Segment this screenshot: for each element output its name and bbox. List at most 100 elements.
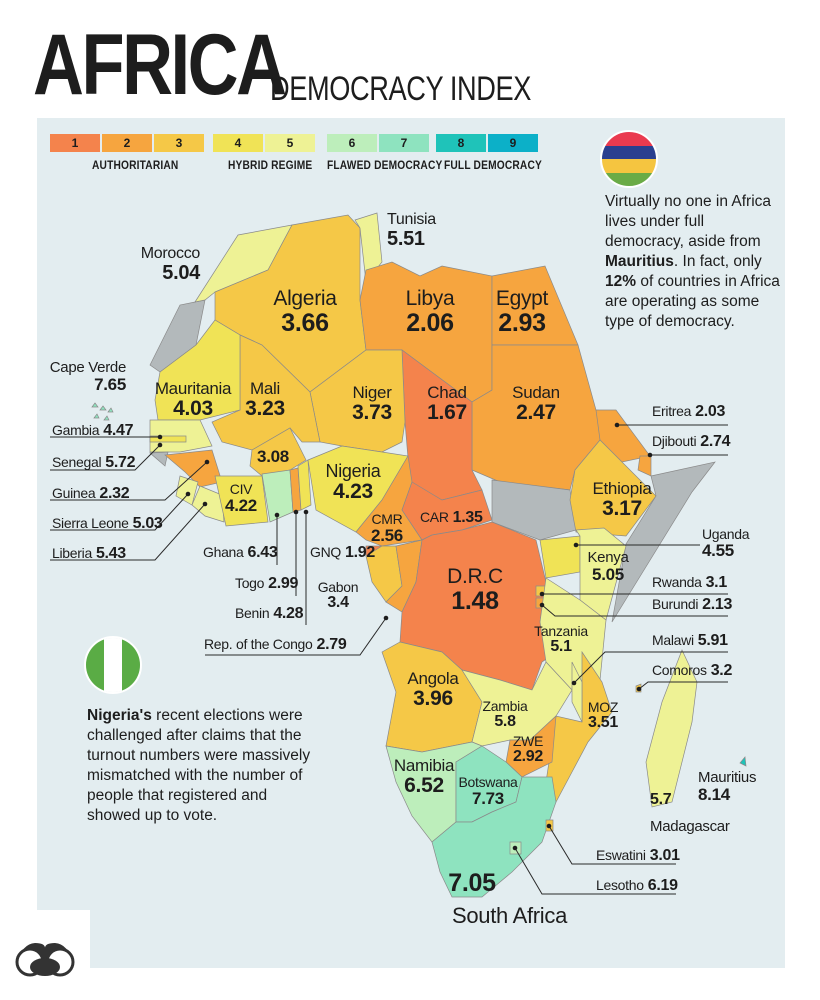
country-name: Gambia <box>52 422 100 438</box>
label-car: CAR 1.35 <box>420 509 483 527</box>
country-name: Eswatini <box>596 847 646 863</box>
label-chad: Chad 1.67 <box>367 384 527 424</box>
country-score: 8.14 <box>698 784 730 804</box>
country-score: 2.92 <box>513 747 543 765</box>
label-rep-of-the-congo: Rep. of the Congo 2.79 <box>204 636 347 654</box>
country-score: 5.05 <box>592 564 624 584</box>
country-name: Madagascar <box>650 817 730 835</box>
label-gambia: Gambia 4.47 <box>52 422 133 440</box>
country-name: Benin <box>235 605 270 621</box>
country-score: 4.22 <box>225 495 257 515</box>
leader-line <box>205 617 387 656</box>
legend-group-label: AUTHORITARIAN <box>92 158 179 172</box>
country-score: 5.1 <box>550 637 572 655</box>
legend-group-label: FLAWED DEMOCRACY <box>327 158 443 172</box>
leader-dot <box>647 452 653 458</box>
label-benin: Benin 4.28 <box>235 605 304 623</box>
country-score: 2.13 <box>702 596 733 613</box>
country-name: Djibouti <box>652 433 697 449</box>
label-cmr: CMR 2.56 <box>307 512 467 545</box>
leader-line <box>548 825 676 865</box>
country-south-sudan <box>491 479 577 541</box>
logo-area <box>0 910 90 1000</box>
leader-dot <box>293 509 299 515</box>
country-score: 4.55 <box>702 540 734 560</box>
leader-line <box>514 847 676 895</box>
country-name: MOZ <box>587 699 619 715</box>
legend-step-4: 4 <box>213 134 263 152</box>
label-comoros: Comoros 3.2 <box>652 662 732 680</box>
label-malawi: Malawi 5.91 <box>652 632 728 650</box>
nigeria-note: Nigeria's recent elections were challeng… <box>87 707 311 824</box>
country-somalia <box>611 461 716 623</box>
label-south-africa: 7.05 South Africa <box>402 870 567 928</box>
legend-step-8: 8 <box>436 134 486 152</box>
label-kenya: Kenya 5.05 <box>528 550 688 584</box>
country-cape-verde <box>91 402 114 421</box>
label-togo: Togo 2.99 <box>235 575 298 593</box>
country-name: Tunisia <box>387 211 436 228</box>
label-angola: Angola 3.96 <box>353 670 513 710</box>
country-score: 4.03 <box>173 396 213 420</box>
country-score: 3.96 <box>413 686 453 710</box>
country-name: Niger <box>352 383 392 402</box>
country-niger <box>309 349 406 453</box>
legend-step-5: 5 <box>265 134 315 152</box>
country-score: 6.19 <box>647 877 678 894</box>
flag-stripe <box>122 638 140 692</box>
country-score: 7.05 <box>448 869 496 897</box>
leader-dot <box>539 591 545 597</box>
country-name: Morocco <box>140 245 201 262</box>
label-burkina-faso: 3.08 <box>193 448 353 466</box>
label-liberia: Liberia 5.43 <box>52 545 126 563</box>
label-uganda: Uganda 4.55 <box>702 527 750 560</box>
leader-line <box>541 604 728 617</box>
country-benin <box>297 459 312 511</box>
country-name: Togo <box>235 575 265 591</box>
label-mali: Mali 3.23 <box>185 380 345 420</box>
country-name: Liberia <box>52 545 92 561</box>
country-name: Angola <box>407 669 459 688</box>
country-score: 4.28 <box>273 605 304 622</box>
country-score: 6.43 <box>247 544 278 561</box>
label-gnq: GNQ 1.92 <box>310 544 375 562</box>
country-name: Comoros <box>652 662 707 678</box>
country-name: Algeria <box>273 287 337 310</box>
country-score: 3.66 <box>281 309 329 338</box>
label-zwe: ZWE 2.92 <box>448 734 608 765</box>
binoculars-logo-icon <box>15 943 75 977</box>
page-subtitle: DEMOCRACY INDEX <box>270 70 532 108</box>
country-score: 2.56 <box>371 525 403 545</box>
flag-stripe <box>86 638 104 692</box>
country-score: 3.08 <box>257 447 289 466</box>
leader-dot <box>512 845 518 851</box>
country-score: 1.35 <box>452 509 483 526</box>
country-name: Botswana <box>458 774 518 790</box>
leader-dot <box>573 542 579 548</box>
country-score: 3.01 <box>649 847 680 864</box>
country-score: 2.32 <box>99 485 130 502</box>
country-name: CMR <box>371 511 403 527</box>
leader-line <box>638 681 728 690</box>
country-name: Burundi <box>652 596 699 612</box>
page-title: AFRICA <box>33 17 287 113</box>
country-score: 3.4 <box>327 593 349 611</box>
label-ghana: Ghana 6.43 <box>203 544 278 562</box>
country-name: D.R.C <box>447 565 503 588</box>
country-name: Namibia <box>393 756 455 775</box>
legend-step-2: 2 <box>102 134 152 152</box>
mauritius-note: Virtually no one in Africa lives under f… <box>605 193 780 330</box>
country-score: 4.23 <box>333 479 373 503</box>
country-name: Rep. of the Congo <box>204 636 313 652</box>
country-score: 7.65 <box>94 374 126 394</box>
country-mauritania <box>154 319 241 421</box>
country-score: 3.23 <box>245 396 285 420</box>
mauritius-flag-icon <box>600 130 658 188</box>
label-djibouti: Djibouti 2.74 <box>652 433 731 451</box>
country-name: CIV <box>229 481 253 497</box>
label-niger: Niger 3.73 <box>292 384 452 424</box>
country-south-africa <box>431 776 557 898</box>
country-name: Nigeria <box>325 461 381 481</box>
country-name: Zambia <box>482 698 528 714</box>
nigeria-flag-icon <box>84 636 142 694</box>
